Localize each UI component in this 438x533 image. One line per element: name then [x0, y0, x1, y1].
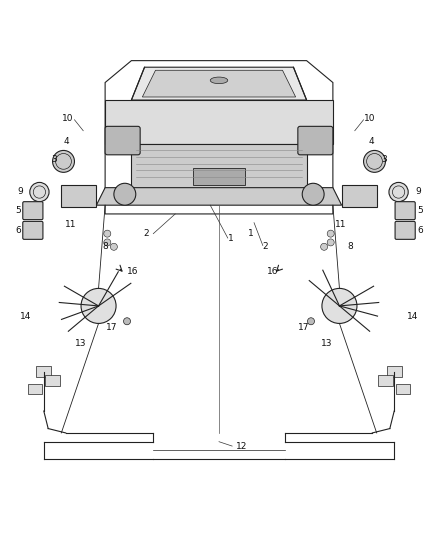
Circle shape [114, 183, 136, 205]
Text: 13: 13 [75, 338, 87, 348]
Text: 8: 8 [103, 243, 109, 251]
Text: 16: 16 [267, 267, 278, 276]
FancyBboxPatch shape [395, 221, 415, 239]
Polygon shape [131, 144, 307, 188]
FancyBboxPatch shape [378, 375, 393, 386]
Circle shape [327, 239, 334, 246]
Text: 5: 5 [15, 206, 21, 215]
Text: 8: 8 [347, 243, 353, 251]
Circle shape [53, 150, 74, 172]
FancyBboxPatch shape [396, 384, 410, 394]
Circle shape [307, 318, 314, 325]
Polygon shape [131, 67, 307, 100]
Text: 11: 11 [65, 220, 77, 229]
Text: 17: 17 [298, 324, 309, 332]
Circle shape [322, 288, 357, 324]
FancyBboxPatch shape [23, 201, 43, 220]
Text: 2: 2 [143, 229, 149, 238]
Text: 13: 13 [321, 338, 332, 348]
Circle shape [124, 318, 131, 325]
FancyBboxPatch shape [387, 366, 402, 377]
Text: 4: 4 [64, 137, 69, 146]
Circle shape [364, 150, 385, 172]
Circle shape [321, 243, 328, 251]
Circle shape [30, 182, 49, 201]
Circle shape [104, 239, 111, 246]
Ellipse shape [210, 77, 228, 84]
Circle shape [110, 243, 117, 251]
Text: 14: 14 [406, 312, 418, 321]
Text: 6: 6 [15, 226, 21, 235]
Circle shape [327, 230, 334, 237]
Circle shape [302, 183, 324, 205]
Polygon shape [105, 100, 333, 144]
FancyBboxPatch shape [28, 384, 42, 394]
Text: 17: 17 [106, 324, 117, 332]
Text: 9: 9 [17, 187, 23, 196]
Text: 10: 10 [364, 114, 376, 123]
FancyBboxPatch shape [395, 201, 415, 220]
Text: 16: 16 [127, 267, 138, 276]
Text: 3: 3 [381, 155, 387, 164]
Text: 14: 14 [20, 312, 32, 321]
Circle shape [389, 182, 408, 201]
Text: 1: 1 [247, 229, 253, 238]
Polygon shape [142, 70, 296, 97]
Text: 10: 10 [62, 114, 74, 123]
FancyBboxPatch shape [193, 168, 245, 185]
FancyBboxPatch shape [45, 375, 60, 386]
FancyBboxPatch shape [298, 126, 333, 155]
Text: 6: 6 [417, 226, 423, 235]
Circle shape [81, 288, 116, 324]
Text: 2: 2 [263, 243, 268, 251]
FancyBboxPatch shape [36, 366, 51, 377]
Text: 3: 3 [51, 155, 57, 164]
FancyBboxPatch shape [105, 126, 140, 155]
Polygon shape [61, 185, 96, 207]
Text: 5: 5 [417, 206, 423, 215]
Text: 11: 11 [335, 220, 346, 229]
Text: 1: 1 [228, 233, 233, 243]
Polygon shape [96, 188, 342, 205]
Circle shape [104, 230, 111, 237]
Polygon shape [342, 185, 377, 207]
FancyBboxPatch shape [23, 221, 43, 239]
Text: 9: 9 [415, 187, 421, 196]
Text: 12: 12 [236, 441, 247, 450]
Text: 4: 4 [369, 137, 374, 146]
